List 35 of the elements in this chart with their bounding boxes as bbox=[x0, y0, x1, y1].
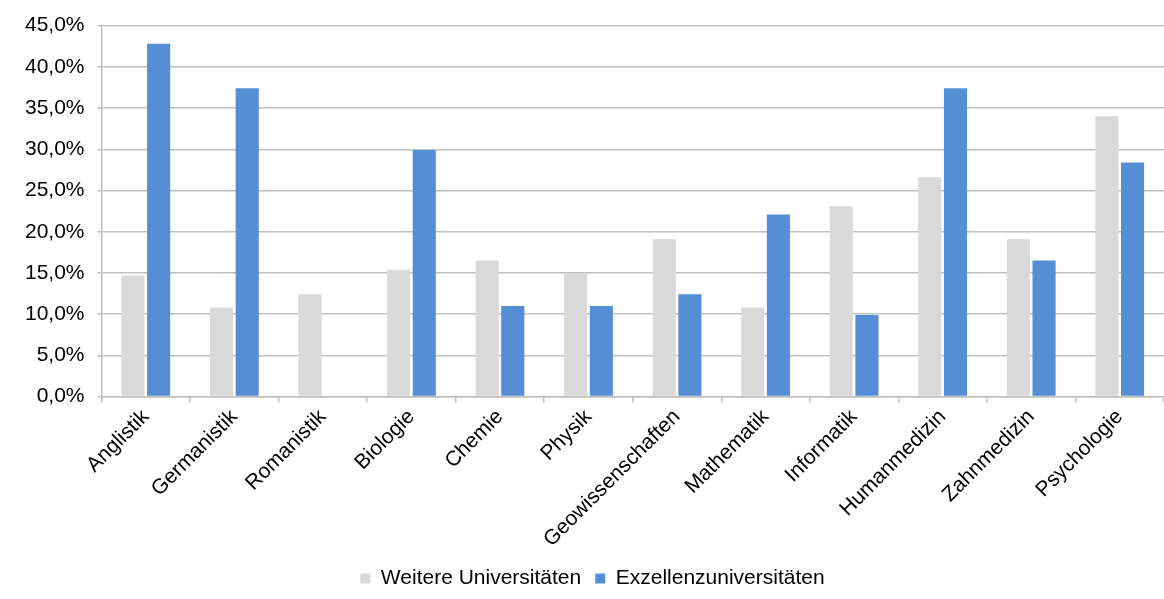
bar bbox=[855, 314, 879, 396]
y-tick-label: 45,0% bbox=[25, 12, 85, 36]
bar bbox=[564, 272, 588, 396]
legend-label: Exzellenzuniversitäten bbox=[615, 565, 825, 589]
y-tick-label: 35,0% bbox=[25, 94, 85, 118]
legend-label: Weitere Universitäten bbox=[380, 565, 582, 589]
y-tick-label: 0,0% bbox=[36, 383, 85, 407]
bar bbox=[1032, 260, 1056, 396]
bar bbox=[829, 206, 853, 396]
bar bbox=[678, 294, 702, 396]
bar bbox=[766, 214, 790, 396]
bar bbox=[475, 260, 499, 396]
y-tick-label: 20,0% bbox=[25, 218, 85, 242]
bar bbox=[412, 150, 436, 396]
y-tick-label: 40,0% bbox=[25, 53, 85, 77]
bar bbox=[147, 43, 171, 396]
y-tick-label: 25,0% bbox=[25, 177, 85, 201]
bar bbox=[298, 294, 322, 396]
bar bbox=[121, 275, 145, 396]
bar bbox=[918, 177, 942, 396]
bar bbox=[741, 307, 765, 396]
bar bbox=[1121, 162, 1145, 396]
bar bbox=[943, 88, 968, 396]
bar bbox=[652, 239, 676, 396]
y-tick-label: 10,0% bbox=[25, 300, 85, 324]
bar bbox=[235, 88, 259, 396]
bar bbox=[209, 307, 234, 396]
y-tick-label: 5,0% bbox=[36, 342, 85, 366]
y-tick-label: 15,0% bbox=[25, 259, 85, 283]
bar bbox=[1006, 239, 1030, 396]
bar bbox=[589, 305, 613, 396]
bar bbox=[1095, 116, 1119, 396]
bar bbox=[501, 305, 525, 396]
bar bbox=[387, 269, 411, 396]
y-tick-label: 30,0% bbox=[25, 136, 85, 160]
